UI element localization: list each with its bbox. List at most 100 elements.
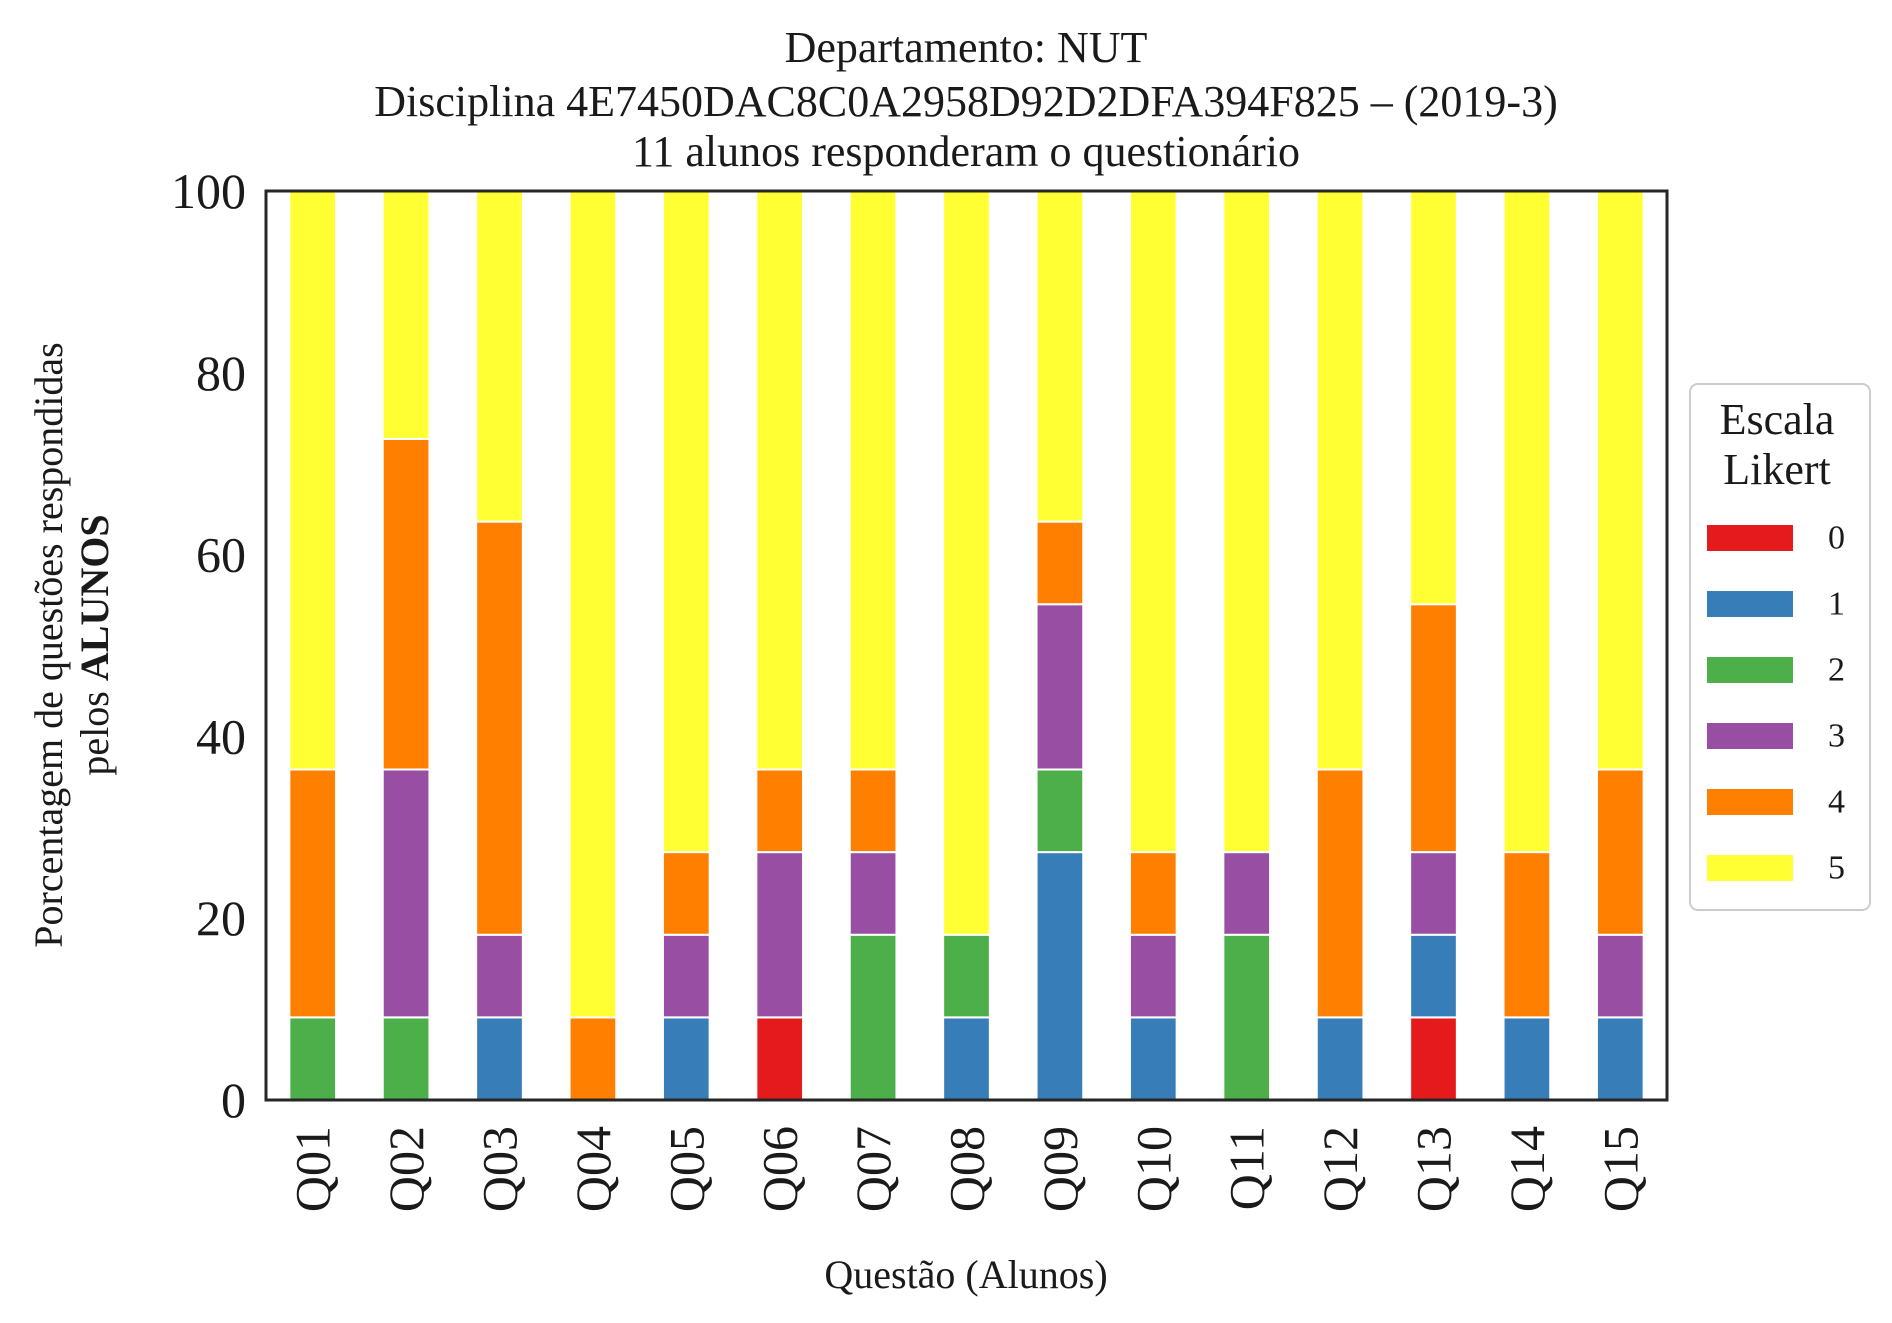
bar-q06-likert-5	[755, 190, 805, 771]
bar-q03-likert-4	[475, 520, 524, 936]
legend-label-0: 0	[1828, 520, 1845, 557]
y-tick-label-80: 80	[196, 345, 246, 401]
bar-q03-likert-1	[475, 1016, 524, 1101]
x-tick-label-q09: Q09	[1032, 1126, 1088, 1212]
x-tick-label-q04: Q04	[565, 1126, 621, 1212]
legend-swatch-5	[1707, 855, 1793, 881]
bar-q02-likert-3	[381, 768, 431, 1019]
bar-q15-likert-1	[1595, 1016, 1645, 1101]
bar-q12-likert-1	[1315, 1016, 1365, 1101]
x-axis-label: Questão (Alunos)	[824, 1252, 1107, 1297]
x-tick-label-q11: Q11	[1219, 1126, 1275, 1210]
y-tick-labels: 0 20 40 60 80 100	[171, 163, 246, 1128]
bar-q02-likert-4	[381, 437, 431, 771]
bar-q02-likert-2	[381, 1016, 431, 1101]
bar-q05-likert-5	[661, 190, 711, 854]
x-tick-label-q03: Q03	[472, 1126, 528, 1212]
bar-q05-likert-3	[661, 933, 711, 1019]
bar-q10-likert-5	[1128, 190, 1178, 854]
bar-q15-likert-5	[1595, 190, 1645, 771]
bars-group	[288, 190, 1645, 1102]
bar-q04-likert-4	[568, 1016, 618, 1101]
legend-swatch-1	[1707, 591, 1793, 617]
bar-q05-likert-1	[661, 1016, 711, 1101]
bar-q08-likert-5	[942, 190, 991, 936]
y-axis-label-line-2-bold: ALUNOS	[72, 514, 117, 681]
x-tick-labels: Q01 Q02 Q03 Q04 Q05 Q06 Q07 Q08 Q09 Q10 Q11 Q12 Q13 Q…	[285, 1126, 1649, 1212]
title-line-2: Disciplina 4E7450DAC8C0A2958D92D2DFA394F…	[374, 77, 1558, 126]
x-tick-label-q15: Q15	[1592, 1126, 1648, 1212]
x-tick-label-q10: Q10	[1125, 1126, 1181, 1212]
bar-q03-likert-3	[475, 933, 524, 1019]
bar-q13-likert-5	[1409, 190, 1458, 606]
y-tick-label-40: 40	[196, 708, 246, 764]
bar-q09-likert-3	[1035, 603, 1085, 771]
bar-q07-likert-3	[848, 851, 898, 936]
x-tick-label-q12: Q12	[1312, 1126, 1368, 1212]
y-axis-label-line-1: Porcentagem de questões respondidas	[26, 342, 71, 947]
legend: Escala Likert 0 1 2 3 4 5	[1689, 383, 1871, 911]
y-tick-label-100: 100	[171, 163, 246, 219]
bar-q12-likert-5	[1315, 190, 1365, 771]
legend-swatch-0	[1707, 525, 1793, 551]
y-axis-label-line-2-prefix: pelos	[72, 681, 117, 775]
bar-q15-likert-3	[1595, 933, 1645, 1019]
bar-q07-likert-2	[848, 933, 898, 1101]
bar-q01-likert-2	[288, 1016, 338, 1101]
bar-q09-likert-1	[1035, 851, 1085, 1102]
legend-label-4: 4	[1828, 784, 1845, 821]
title-line-1: Departamento: NUT	[785, 23, 1148, 72]
legend-title-line-2: Likert	[1723, 445, 1831, 494]
legend-swatch-4	[1707, 789, 1793, 815]
bar-q13-likert-3	[1409, 851, 1458, 936]
bar-q10-likert-1	[1128, 1016, 1178, 1101]
bar-q13-likert-0	[1409, 1016, 1458, 1101]
x-tick-label-q01: Q01	[285, 1126, 341, 1212]
y-axis-label-line-2: pelos ALUNOS	[72, 514, 117, 775]
bar-q07-likert-5	[848, 190, 898, 771]
bar-q13-likert-4	[1409, 603, 1458, 854]
x-tick-label-q14: Q14	[1499, 1126, 1555, 1212]
legend-label-5: 5	[1828, 850, 1845, 887]
bar-q11-likert-2	[1222, 933, 1272, 1101]
bar-q06-likert-3	[755, 851, 805, 1019]
bar-q06-likert-0	[755, 1016, 805, 1101]
x-tick-label-q08: Q08	[939, 1126, 995, 1212]
bar-q02-likert-5	[381, 190, 431, 440]
bar-q10-likert-3	[1128, 933, 1178, 1019]
legend-title-line-1: Escala	[1720, 395, 1835, 444]
bar-q14-likert-1	[1502, 1016, 1552, 1101]
bar-q08-likert-1	[942, 1016, 991, 1101]
bar-q01-likert-5	[288, 190, 338, 771]
x-tick-label-q07: Q07	[845, 1126, 901, 1212]
bar-q09-likert-5	[1035, 190, 1085, 523]
legend-label-3: 3	[1828, 718, 1845, 755]
bar-q11-likert-3	[1222, 851, 1272, 936]
bar-q09-likert-4	[1035, 520, 1085, 606]
bar-q14-likert-4	[1502, 851, 1552, 1019]
bar-q14-likert-5	[1502, 190, 1552, 854]
x-tick-label-q05: Q05	[658, 1126, 714, 1212]
bar-q07-likert-4	[848, 768, 898, 854]
bar-q13-likert-1	[1409, 933, 1458, 1019]
bar-q12-likert-4	[1315, 768, 1365, 1019]
bar-q15-likert-4	[1595, 768, 1645, 936]
bar-q08-likert-2	[942, 933, 991, 1019]
y-tick-label-20: 20	[196, 890, 246, 946]
y-tick-label-60: 60	[196, 527, 246, 583]
y-axis-label: Porcentagem de questões respondidas pelo…	[26, 342, 117, 947]
x-tick-label-q06: Q06	[752, 1126, 808, 1212]
plot-frame	[264, 189, 1669, 1102]
title-line-3: 11 alunos responderam o questionário	[632, 127, 1300, 176]
bar-q09-likert-2	[1035, 768, 1085, 854]
bar-q03-likert-5	[475, 190, 524, 523]
bar-q01-likert-4	[288, 768, 338, 1019]
bar-q06-likert-4	[755, 768, 805, 854]
legend-swatch-2	[1707, 657, 1793, 683]
bar-q10-likert-4	[1128, 851, 1178, 936]
y-tick-label-0: 0	[221, 1072, 246, 1128]
chart-title: Departamento: NUT Disciplina 4E7450DAC8C…	[374, 23, 1558, 176]
legend-swatch-3	[1707, 723, 1793, 749]
bar-q04-likert-5	[568, 190, 618, 1019]
